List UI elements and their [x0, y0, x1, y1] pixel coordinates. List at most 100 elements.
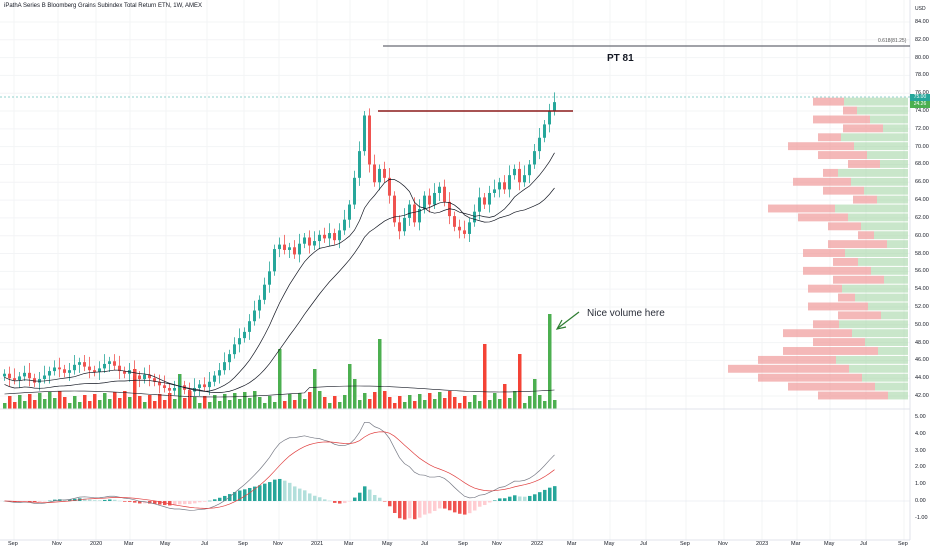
volume-bar: [238, 399, 242, 409]
volume-bar: [348, 364, 352, 409]
candle: [118, 365, 121, 372]
volume-bar: [153, 401, 157, 409]
macd-histogram-bar: [408, 501, 412, 519]
macd-line: [4, 421, 555, 511]
macd-histogram-bar: [528, 495, 532, 501]
macd-histogram-bar: [88, 499, 92, 501]
macd-histogram-bar: [448, 501, 452, 511]
macd-histogram-bar: [308, 493, 312, 501]
candle: [258, 299, 261, 311]
profile-bar-down: [783, 329, 852, 338]
volume-bar: [323, 397, 327, 409]
candle: [553, 102, 556, 112]
volume-bar: [23, 401, 27, 409]
profile-bar-up: [841, 133, 908, 142]
candle: [493, 189, 496, 193]
volume-bar: [78, 402, 82, 409]
macd-histogram-bar: [288, 482, 292, 501]
volume-bar: [203, 396, 207, 409]
profile-bar-down: [793, 177, 851, 186]
volume-bar: [223, 394, 227, 409]
profile-bar-down: [768, 204, 835, 213]
macd-histogram-bar: [23, 501, 27, 502]
volume-bar: [3, 403, 7, 409]
macd-histogram-bar: [393, 501, 397, 513]
candle: [233, 344, 236, 355]
candle: [423, 195, 426, 209]
macd-histogram-bar: [453, 501, 457, 513]
candle: [208, 381, 211, 388]
volume-bar: [43, 399, 47, 409]
profile-bar-up: [836, 355, 908, 364]
price-tick-label: 48.00: [915, 339, 929, 346]
profile-bar-down: [823, 168, 838, 177]
volume-bar: [128, 397, 132, 409]
profile-bar-up: [870, 115, 908, 124]
volume-bar: [533, 379, 537, 409]
candle: [513, 168, 516, 176]
volume-bar: [48, 392, 52, 409]
time-tick-label: May: [160, 541, 171, 547]
macd-histogram-bar: [118, 500, 122, 502]
candle: [518, 168, 521, 183]
volume-bar: [393, 403, 397, 409]
candle: [173, 387, 176, 391]
time-tick-label: Nov: [492, 541, 502, 547]
candle: [283, 244, 286, 250]
macd-histogram-bar: [138, 501, 142, 504]
candle: [288, 247, 291, 250]
candle: [543, 124, 546, 138]
macd-histogram-bar: [188, 501, 192, 505]
candle: [138, 375, 141, 380]
macd-histogram-bar: [153, 501, 157, 505]
volume-bar: [18, 395, 22, 409]
profile-bar-up: [878, 347, 908, 355]
macd-histogram-bar: [413, 501, 417, 520]
macd-histogram-bar: [438, 501, 442, 509]
volume-bar: [453, 397, 457, 409]
macd-histogram-bar: [148, 501, 152, 504]
macd-histogram-bar: [338, 501, 342, 504]
indicator-tick-label: 3.00: [915, 447, 926, 454]
macd-histogram-bar: [533, 494, 537, 501]
volume-bar: [53, 398, 57, 409]
candle: [313, 241, 316, 246]
indicator-tick-label: 0.00: [915, 498, 926, 504]
time-tick-label: Sep: [458, 541, 468, 547]
macd-histogram-bar: [373, 494, 377, 501]
profile-bar-down: [858, 231, 874, 240]
price-tick-label: 56.00: [915, 268, 929, 275]
last-price-tag: 75.00: [910, 94, 930, 101]
volume-bar: [443, 398, 447, 409]
macd-histogram-bar: [348, 501, 352, 502]
volume-bar: [248, 398, 252, 409]
macd-histogram-bar: [218, 497, 222, 501]
macd-histogram-bar: [493, 500, 497, 501]
candle: [108, 361, 111, 364]
profile-bar-up: [857, 106, 908, 115]
time-tick-label: 2023: [756, 541, 769, 547]
volume-bar: [403, 402, 407, 409]
profile-bar-up: [883, 124, 908, 133]
profile-bar-down: [728, 364, 849, 373]
candle: [158, 381, 161, 386]
macd-histogram-bar: [263, 483, 267, 501]
time-tick-label: Sep: [238, 541, 248, 547]
profile-bar-down: [828, 222, 861, 231]
candle: [523, 175, 526, 183]
volume-bar: [263, 403, 267, 409]
profile-bar-up: [880, 160, 908, 168]
macd-histogram-bar: [418, 501, 422, 518]
candle: [78, 362, 81, 365]
indicator-tick-label: 1.00: [915, 481, 926, 488]
profile-bar-down: [833, 275, 884, 284]
macd-histogram-bar: [283, 480, 287, 501]
profile-bar-down: [813, 97, 844, 106]
candle: [103, 363, 106, 369]
chart-title: iPathA Series B Bloomberg Grains Subinde…: [4, 3, 202, 9]
volume-bar: [73, 396, 77, 409]
volume-bar: [423, 400, 427, 409]
macd-histogram-bar: [423, 501, 427, 515]
candle: [193, 387, 196, 392]
